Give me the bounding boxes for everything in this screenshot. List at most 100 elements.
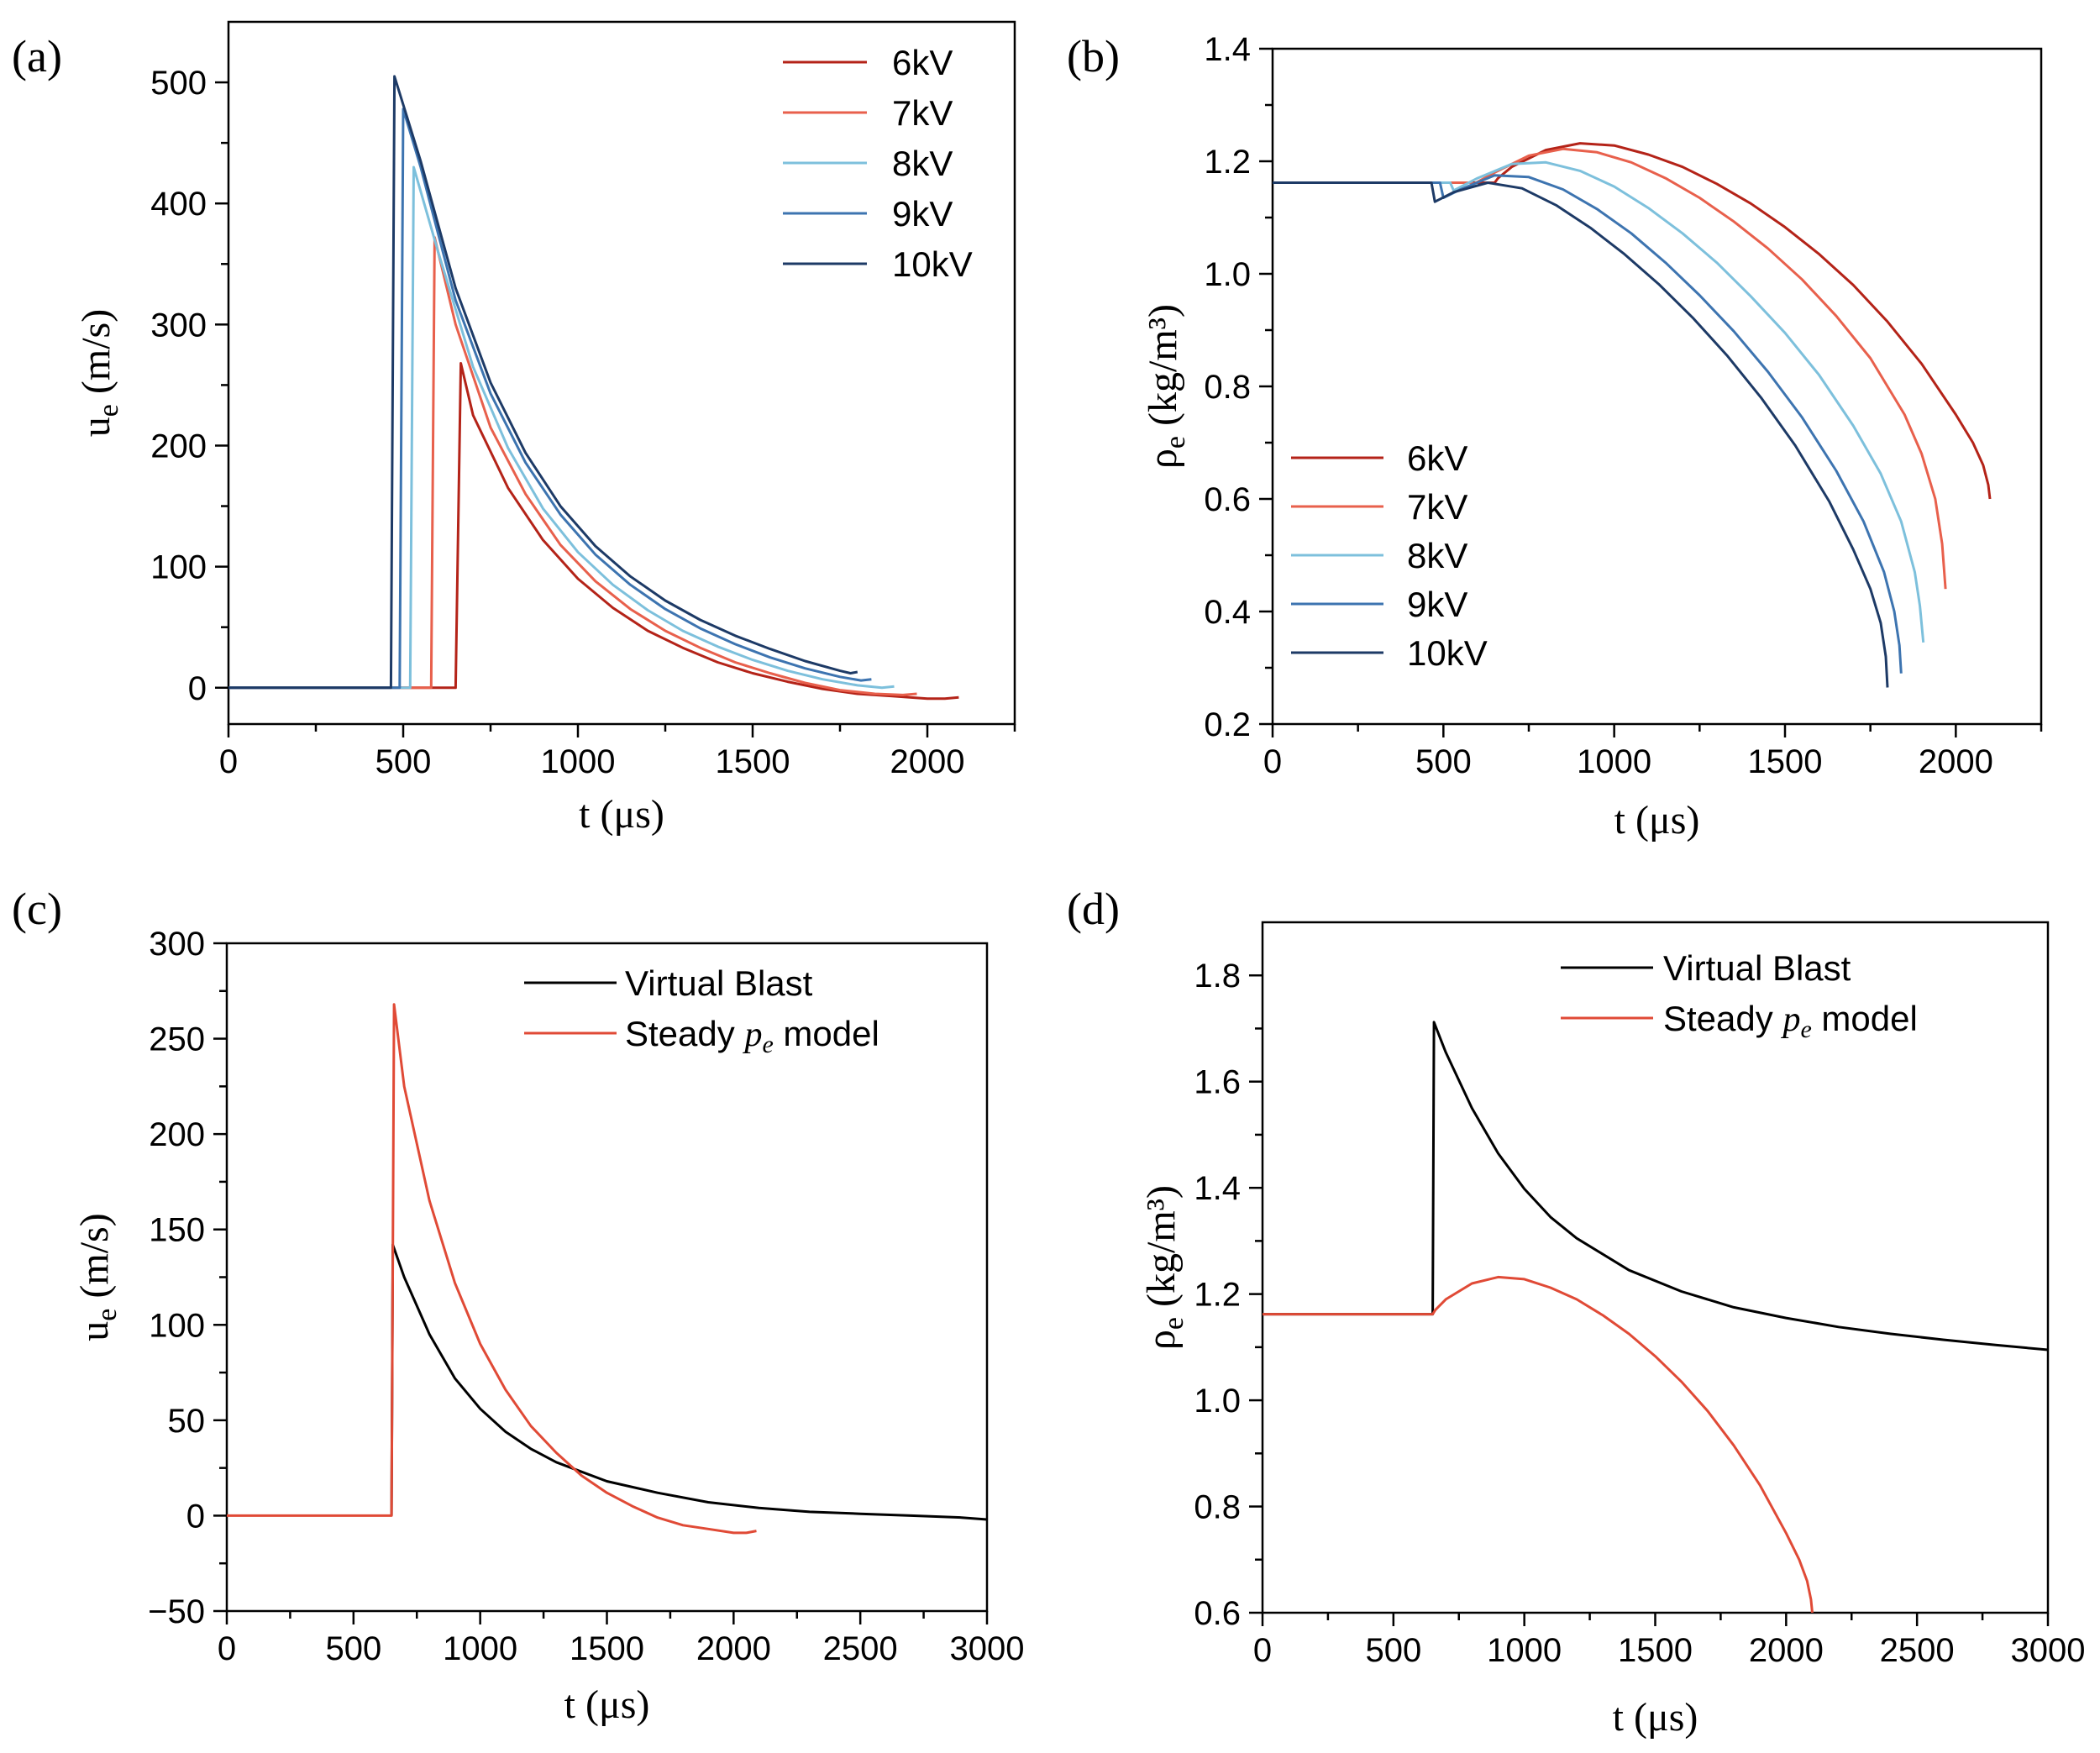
series-line-8kv [228,165,895,690]
legend: Virtual Blast Steady pe model [524,963,879,1058]
panel-label: (c) [12,884,62,934]
legend-label: 6kV [1407,438,1467,478]
series-line-8kv [1273,160,1925,643]
y-axis-label: ρe (kg/m³) [1139,1185,1189,1350]
y-tick-label: 0.4 [1204,594,1251,631]
legend-label: 9kV [1407,585,1467,624]
series-line-virtual-blast [390,1243,987,1521]
legend-label: 10kV [892,244,973,284]
x-tick-label: 2000 [1919,743,1993,780]
legend-label: 7kV [892,93,953,133]
y-tick-label: 1.4 [1204,31,1251,68]
y-tick-label: 1.2 [1204,144,1251,181]
x-tick-label: 500 [1415,743,1472,780]
series-line-10kv [1273,181,1889,688]
y-tick-label: 100 [150,549,207,586]
series-line-virtual-blast [1263,1021,2048,1351]
y-tick-label: 150 [149,1212,205,1249]
y-tick-label: 0.6 [1194,1595,1241,1632]
panel-label: (d) [1067,884,1120,934]
series-line-9kv [1273,174,1903,674]
x-axis-label: t (μs) [564,1682,650,1727]
x-tick-label: 0 [1253,1632,1272,1669]
plot-frame [1261,921,2050,1614]
series-line-steady-pe-model [227,1003,757,1535]
x-tick-label: 2000 [1749,1632,1824,1669]
y-tick-label: 0.8 [1194,1489,1241,1526]
legend-label: 7kV [1407,487,1467,527]
x-tick-label: 500 [325,1630,381,1667]
y-axis-label: ρe (kg/m³) [1141,304,1191,469]
panel-label: (b) [1067,31,1120,81]
chart-panel-d: 0 500 1000 1500 2000 2500 3000 0.6 0.8 1.0 1.2 1.4 1… [1067,884,2085,1740]
y-tick-label: 300 [150,307,207,344]
y-tick-label: 100 [149,1307,205,1344]
legend-label: Virtual Blast [625,963,813,1003]
legend: 6kV 7kV 8kV 9kV 10kV [1291,438,1488,673]
x-tick-label: 1000 [541,743,616,780]
y-tick-label: 1.0 [1194,1383,1241,1420]
x-tick-label: 0 [1263,743,1282,780]
series-line-7kv [1273,147,1947,590]
x-axis-label: t (μs) [1613,1695,1698,1740]
legend-label: Virtual Blast [1663,948,1851,988]
y-tick-label: 50 [168,1403,206,1440]
y-tick-label: 1.0 [1204,256,1251,293]
y-tick-label: 300 [149,926,205,963]
y-tick-label: 0 [186,1498,205,1535]
chart-panel-b: 0 500 1000 1500 2000 0.2 0.4 0.6 0.8 1.0 1.2 1.4 t (… [1067,31,2043,842]
series-line-steady-pe-model [1263,1275,1814,1613]
x-tick-label: 1000 [443,1630,517,1667]
y-tick-label: 0.6 [1204,481,1251,518]
x-tick-label: 2500 [823,1630,898,1667]
y-tick-label: 0 [188,670,207,707]
y-tick-label: 1.4 [1194,1170,1241,1207]
series-line-6kv [1273,142,1992,500]
legend-label: 10kV [1407,633,1488,673]
x-tick-label: 2000 [890,743,965,780]
legend-label: 8kV [1407,536,1467,575]
y-tick-label: 250 [149,1021,205,1058]
x-axis-label: t (μs) [579,792,664,837]
x-axis-label: t (μs) [1614,798,1700,842]
y-axis-label: ue (m/s) [74,309,124,437]
chart-panel-c: 0 500 1000 1500 2000 2500 3000 −50 0 50 100 150 200 2… [12,884,1024,1727]
y-tick-label: 200 [150,428,207,464]
series-line-7kv [228,236,917,696]
x-tick-label: 3000 [2011,1632,2086,1669]
x-tick-label: 0 [219,743,238,780]
series-line-6kv [228,362,959,701]
y-tick-label: −50 [148,1593,205,1630]
x-tick-label: 1500 [1618,1632,1693,1669]
x-tick-label: 1000 [1577,743,1651,780]
series-line-10kv [228,75,858,690]
legend-label: 8kV [892,144,953,183]
y-tick-label: 200 [149,1116,205,1153]
plot-frame [1271,47,2043,726]
x-tick-label: 3000 [950,1630,1025,1667]
y-tick-label: 0.8 [1204,369,1251,406]
x-tick-label: 1000 [1487,1632,1562,1669]
y-tick-label: 1.2 [1194,1277,1241,1314]
legend: 6kV 7kV 8kV 9kV 10kV [783,43,973,284]
x-tick-label: 2000 [696,1630,771,1667]
legend-label: Steady pe model [1663,999,1918,1043]
legend-label: 6kV [892,43,953,82]
chart-panel-a: 0 500 1000 1500 2000 0 100 200 300 400 500 t (μs) ue… [12,20,1016,837]
y-tick-label: 500 [150,65,207,102]
x-tick-label: 1500 [570,1630,644,1667]
panel-label: (a) [12,31,62,81]
legend-label: 9kV [892,194,953,234]
y-axis-label: ue (m/s) [72,1213,123,1341]
legend: Virtual Blast Steady pe model [1561,948,1918,1043]
legend-label: Steady pe model [625,1014,879,1058]
y-tick-label: 400 [150,186,207,223]
series-line-9kv [228,108,872,690]
plot-frame [227,20,1016,726]
y-tick-label: 0.2 [1204,706,1251,743]
x-tick-label: 0 [218,1630,236,1667]
x-tick-label: 500 [375,743,432,780]
x-tick-label: 1500 [716,743,790,780]
y-tick-label: 1.8 [1194,958,1241,995]
